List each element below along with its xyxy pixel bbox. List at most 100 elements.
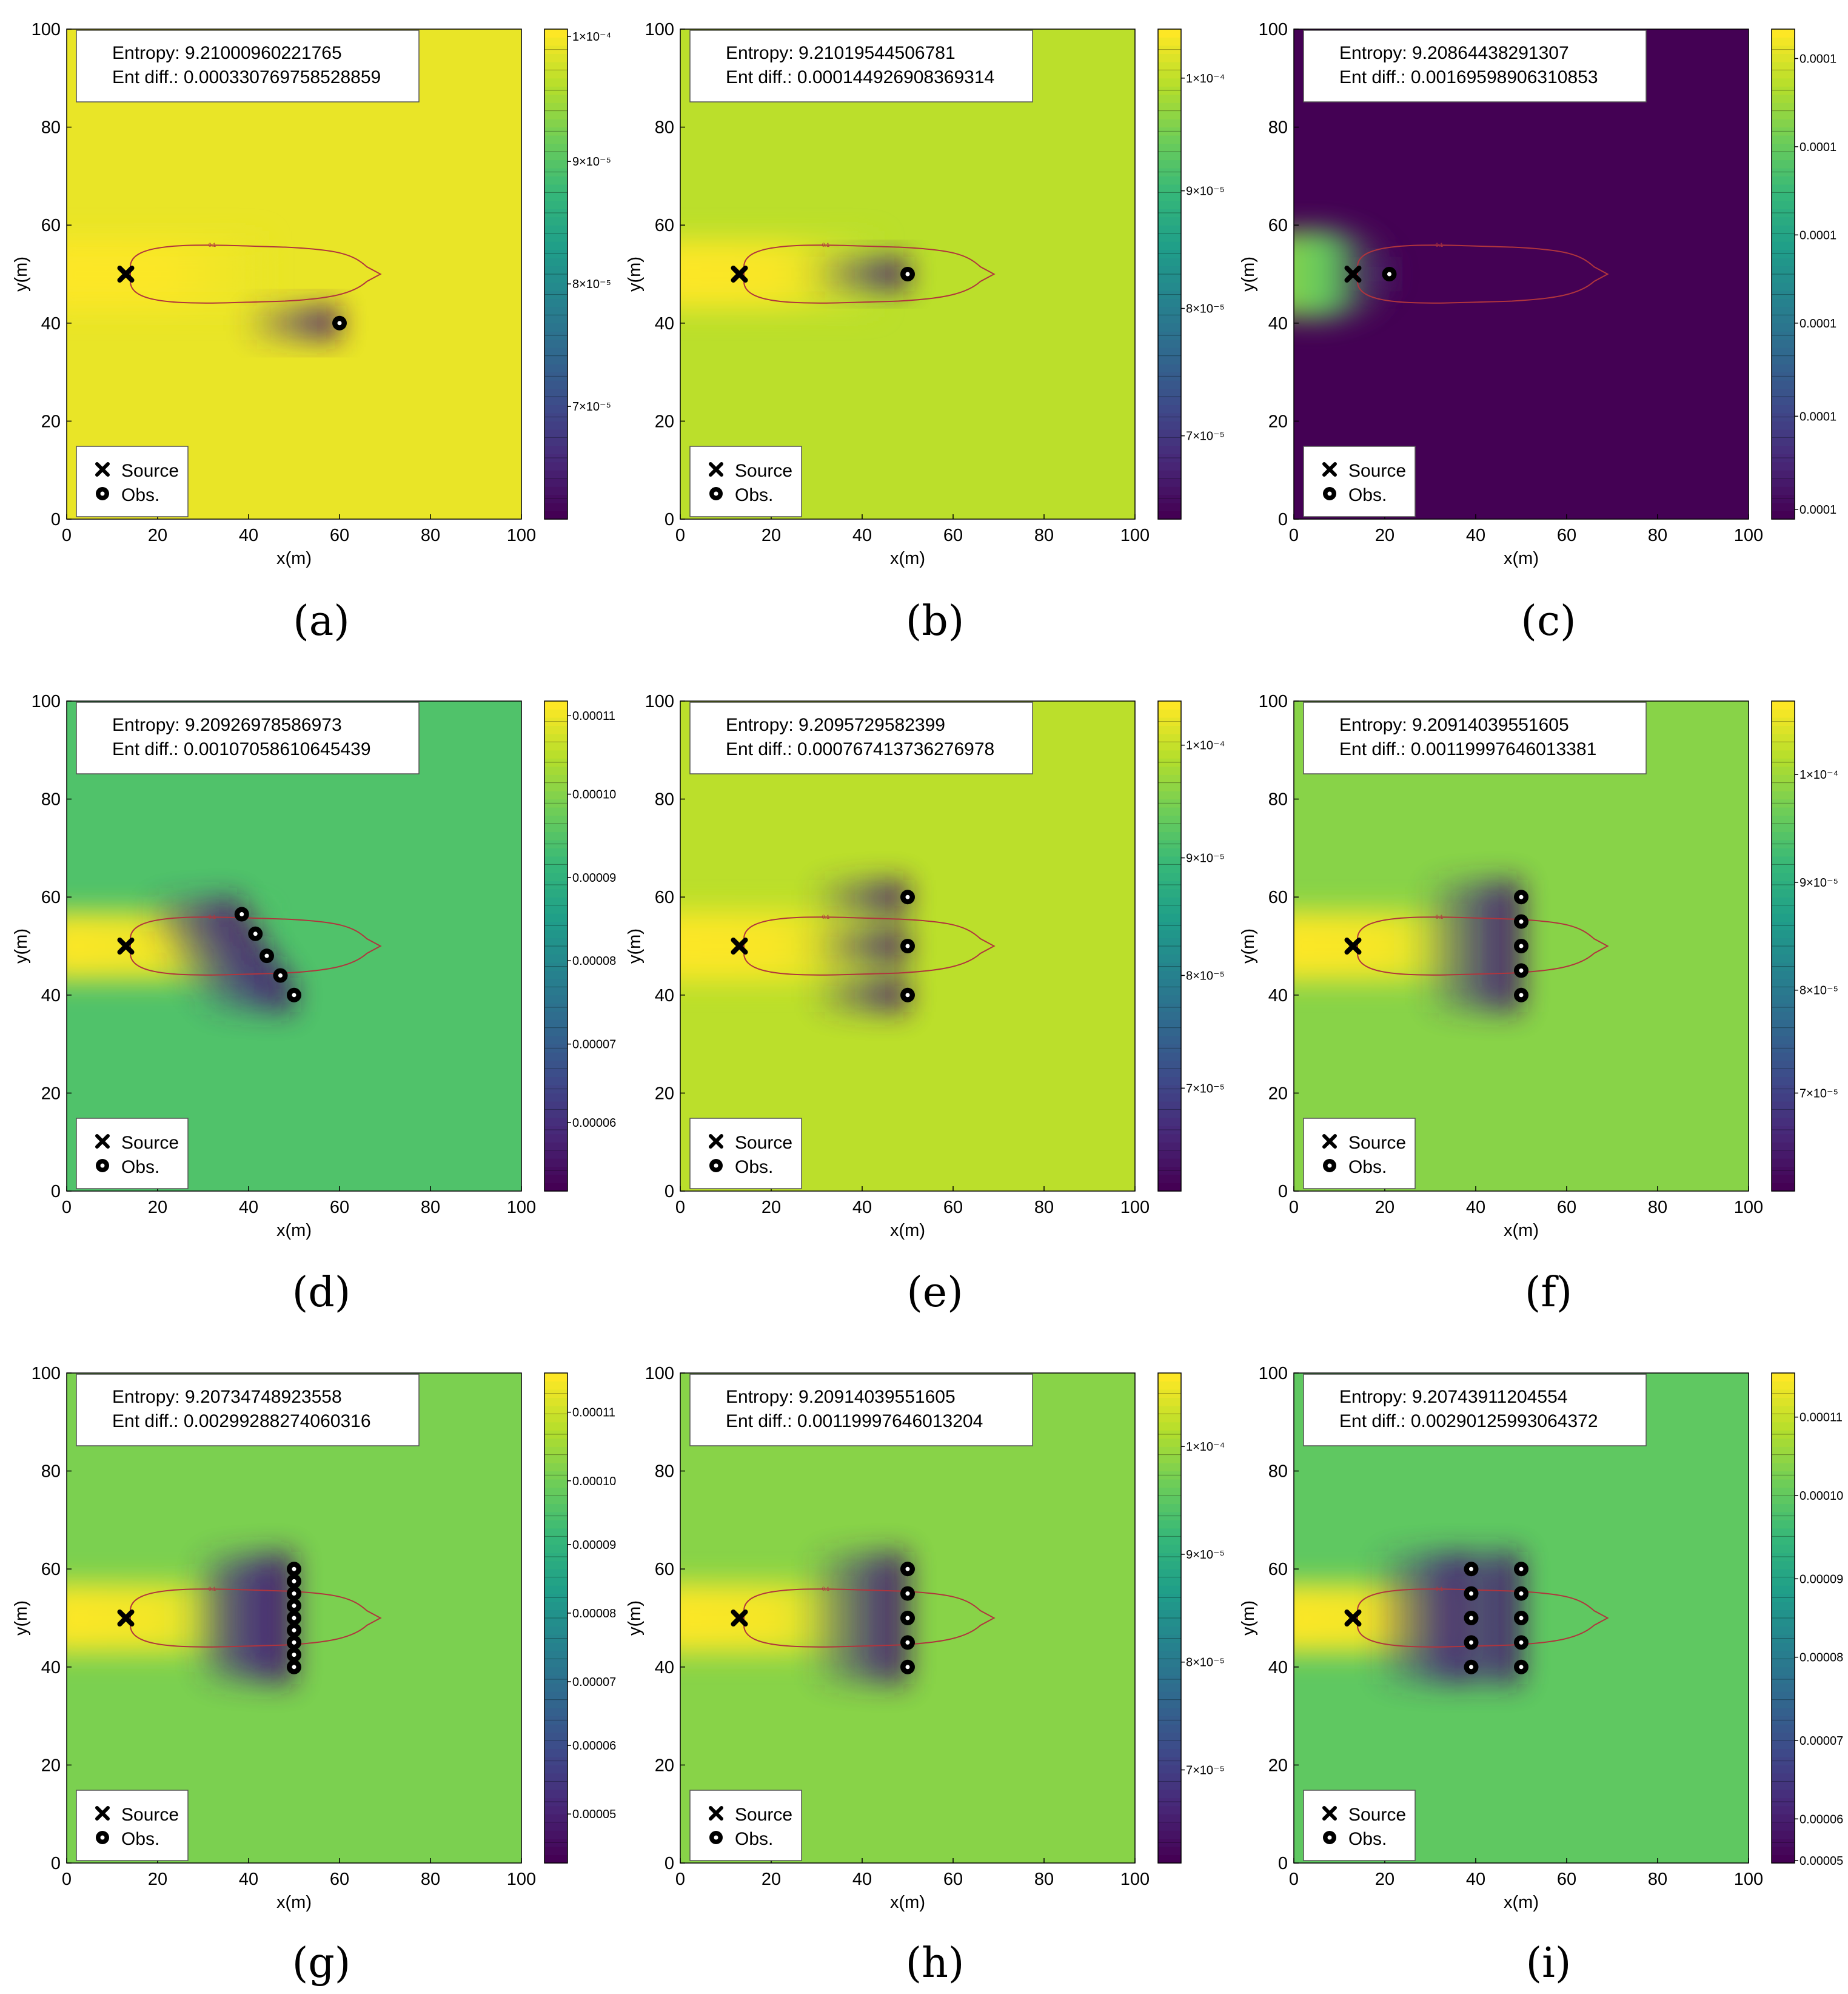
colorbar-band: [544, 1756, 567, 1765]
colorbar-band: [1158, 1642, 1181, 1651]
colorbar-band: [1772, 848, 1795, 857]
colorbar-band: [1158, 1634, 1181, 1643]
colorbar-band: [1772, 478, 1795, 487]
x-tick-label: 60: [943, 1198, 963, 1217]
colorbar-band: [1772, 225, 1795, 234]
source-marker: [1344, 266, 1362, 283]
colorbar-band: [1158, 1027, 1181, 1036]
colorbar-band: [1772, 1003, 1795, 1012]
colorbar-band: [1158, 29, 1181, 38]
x-tick-label: 20: [762, 1198, 781, 1217]
colorbar-band: [544, 184, 567, 193]
colorbar-band: [1158, 701, 1181, 710]
colorbar: 0.00011 0.00010 0.00009 0.00008 0.00007 0.000…: [544, 1372, 616, 1864]
colorbar-band: [1158, 1724, 1181, 1733]
x-tick-label: 40: [1466, 1870, 1485, 1889]
colorbar-band: [1772, 1683, 1795, 1692]
x-tick-label: 60: [330, 526, 349, 545]
colorbar-band: [1158, 1748, 1181, 1757]
caption-e: (e): [906, 1269, 963, 1317]
colorbar-band: [1772, 331, 1795, 340]
colorbar-band: [1158, 921, 1181, 930]
colorbar-band: [1158, 1373, 1181, 1382]
colorbar-band: [1772, 94, 1795, 103]
colorbar-tick-label: 0.00007: [1799, 1734, 1843, 1748]
colorbar-band: [1772, 1659, 1795, 1668]
colorbar-band: [1772, 1060, 1795, 1069]
x-tick-label: 80: [1648, 1870, 1667, 1889]
colorbar-band: [544, 856, 567, 865]
colorbar-band: [1158, 1126, 1181, 1135]
colorbar-band: [1158, 938, 1181, 947]
colorbar-band: [544, 1454, 567, 1463]
x-tick-label: 0: [1289, 526, 1299, 545]
colorbar-band: [1772, 167, 1795, 176]
colorbar-band: [1772, 1781, 1795, 1790]
colorbar-band: [1158, 1446, 1181, 1455]
colorbar-band: [544, 135, 567, 144]
colorbar-band: [544, 725, 567, 734]
colorbar-band: [1158, 1463, 1181, 1472]
x-tick-label: 100: [1734, 1198, 1763, 1217]
plume-shape: [1294, 230, 1403, 318]
colorbar-band: [544, 86, 567, 95]
colorbar-band: [544, 1528, 567, 1537]
colorbar-tick-label: 0.00006: [1799, 1813, 1843, 1826]
contour-label: 0.1: [822, 914, 830, 920]
y-tick-label: 40: [41, 314, 61, 334]
info-box: [1303, 30, 1647, 102]
colorbar-band: [544, 1389, 567, 1398]
colorbar-band: [544, 209, 567, 218]
y-tick-label: 40: [41, 1658, 61, 1677]
colorbar-band: [544, 331, 567, 340]
colorbar-band: [1772, 1569, 1795, 1578]
caption-h: (h): [905, 1939, 965, 1987]
legend-source-label: Source: [735, 461, 792, 481]
y-tick-label: 80: [1268, 1462, 1288, 1482]
colorbar-band: [1158, 1052, 1181, 1061]
x-tick-label: 40: [852, 1198, 872, 1217]
observation-wakes: [1371, 1551, 1521, 1685]
plot-frame: [1293, 29, 1749, 520]
colorbar-tick-label: 9×10⁻⁵: [1186, 1548, 1225, 1562]
colorbar-band: [544, 970, 567, 979]
colorbar-band: [1158, 70, 1181, 79]
colorbar-band: [544, 1798, 567, 1807]
colorbar-band: [1158, 323, 1181, 332]
colorbar-band: [1772, 1381, 1795, 1390]
colorbar-band: [1158, 45, 1181, 54]
colorbar-band: [1772, 1814, 1795, 1823]
colorbar-tick-label: 0.00010: [572, 1475, 616, 1488]
colorbar-band: [544, 1381, 567, 1390]
colorbar-band: [1772, 1560, 1795, 1569]
colorbar-band: [544, 1076, 567, 1086]
y-tick-label: 60: [1268, 1560, 1288, 1579]
colorbar-band: [1772, 209, 1795, 218]
colorbar-band: [544, 78, 567, 87]
colorbar-frame: [1771, 1372, 1795, 1864]
colorbar-band: [1158, 1520, 1181, 1529]
colorbar-band: [1158, 364, 1181, 373]
colorbar-band: [1772, 1503, 1795, 1512]
x-tick-label: 20: [148, 526, 167, 545]
colorbar-band: [544, 1716, 567, 1725]
colorbar-band: [544, 306, 567, 315]
colorbar-band: [1772, 445, 1795, 454]
colorbar-band: [544, 511, 567, 520]
colorbar-band: [1772, 1454, 1795, 1463]
colorbar-band: [1158, 954, 1181, 963]
y-tick-label: 20: [41, 412, 61, 431]
colorbar-band: [544, 1748, 567, 1757]
x-tick-label: 80: [1034, 1870, 1054, 1889]
colorbar-band: [544, 930, 567, 939]
wake: [194, 978, 294, 1013]
colorbar-band: [1772, 1142, 1795, 1151]
colorbar-tick-label: 0.00006: [572, 1739, 616, 1753]
x-axis-label: x(m): [276, 1893, 312, 1912]
plot-frame: [66, 700, 522, 1192]
legend-source-label: Source: [1348, 1805, 1406, 1825]
colorbar-band: [544, 70, 567, 79]
colorbar-band: [1158, 1683, 1181, 1692]
entropy-diff-value: Ent diff.: 0.00119997646013204: [726, 1411, 983, 1431]
y-tick-label: 80: [41, 790, 61, 810]
